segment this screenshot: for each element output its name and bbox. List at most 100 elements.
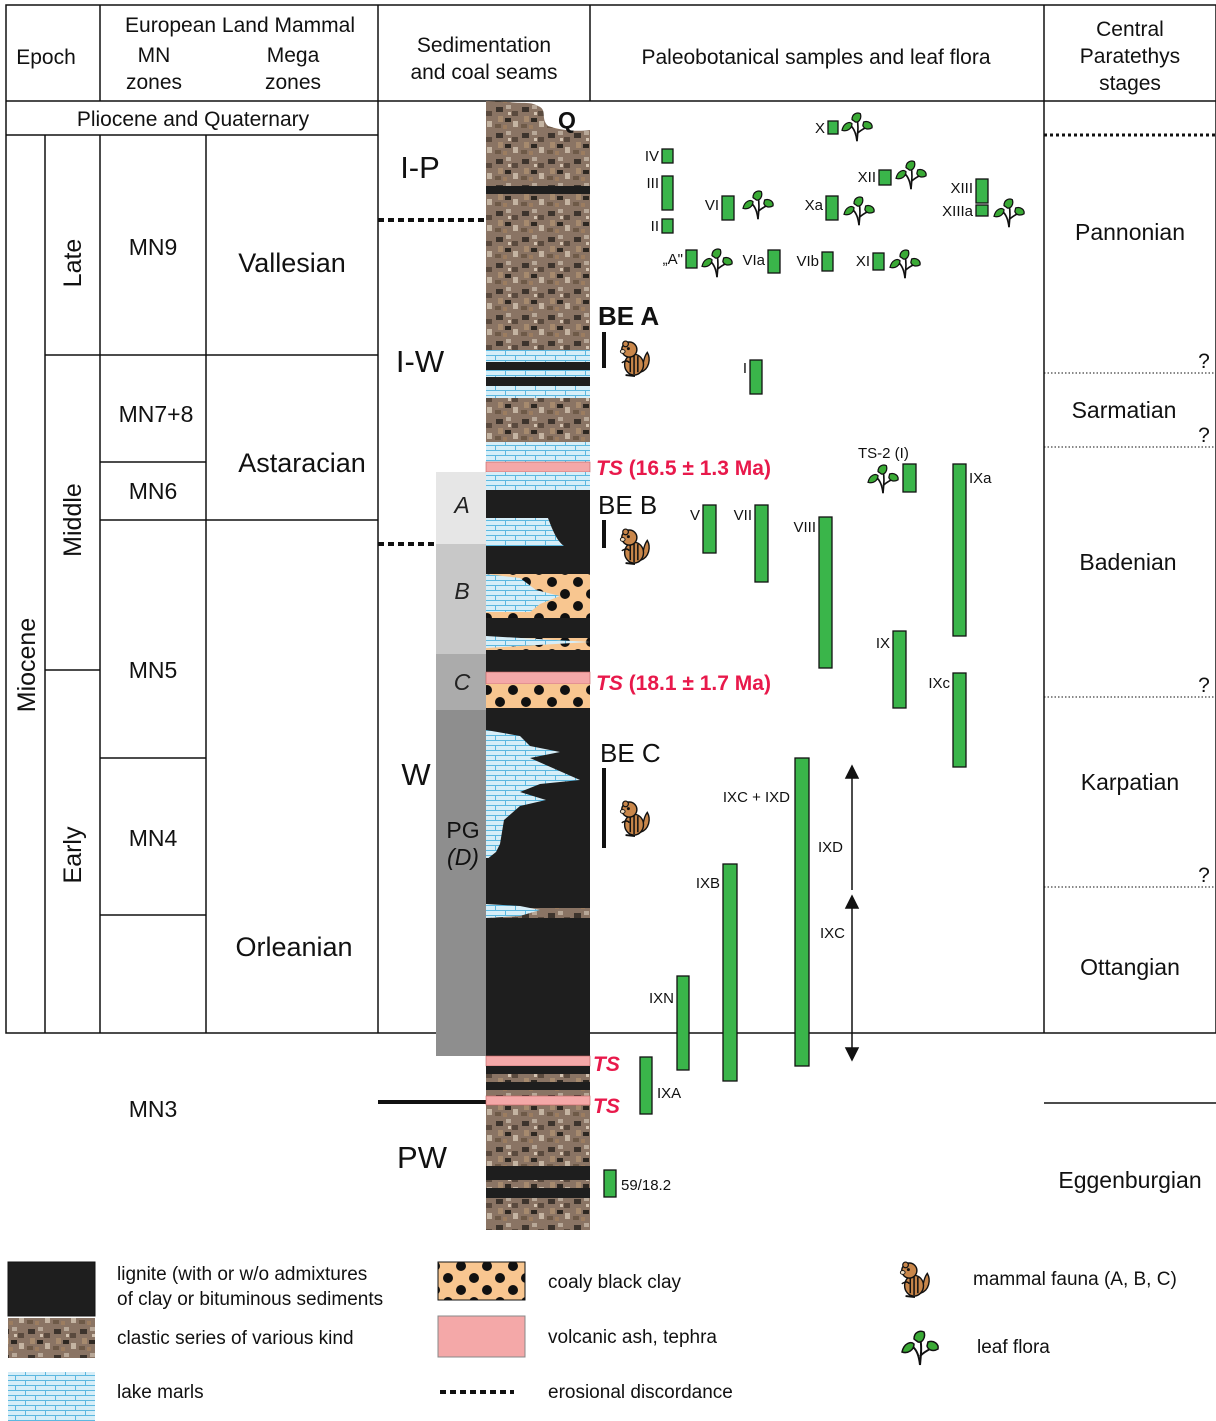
sample-label-v: V xyxy=(690,507,700,524)
legend-swatch-tephra xyxy=(437,1315,526,1358)
mn-zone-mn6: MN6 xyxy=(129,478,178,504)
coal-seam-b xyxy=(436,544,486,654)
marl-tongue xyxy=(486,904,540,918)
sample-label-via: VIa xyxy=(742,252,765,269)
sample-label-i: I xyxy=(743,360,747,377)
legend-leaf: leaf flora xyxy=(977,1337,1050,1358)
lignite-band xyxy=(486,618,590,638)
leaf-flora-icon xyxy=(895,160,927,190)
epoch-late: Late xyxy=(59,239,87,288)
tephra-label-lower-2: TS xyxy=(593,1095,620,1118)
sample-label-ixd: IXD xyxy=(818,839,843,856)
lignite-band xyxy=(486,1082,590,1090)
sed-unit-i-p: I-P xyxy=(400,150,440,185)
sample-bar-xi xyxy=(872,252,885,271)
sed-unit-w: W xyxy=(401,757,431,792)
sample-bar-v xyxy=(702,504,717,554)
marl-band xyxy=(486,472,590,490)
coal-seam-label-a: A xyxy=(452,492,469,518)
coaly-clay-layer xyxy=(486,684,590,708)
lignite-band xyxy=(486,362,590,370)
table-header: Epoch European Land Mammal MN zones Mega… xyxy=(16,14,1180,95)
sample-label-xa: Xa xyxy=(805,197,824,214)
arrow-up-icon xyxy=(844,894,860,909)
legend-swatch-coaly-clay xyxy=(437,1261,526,1301)
stage-uncertain-mark: ? xyxy=(1198,350,1210,373)
sample-bar-ixa xyxy=(952,463,967,637)
leaf-flora-icon xyxy=(742,190,774,220)
sample-bar-ixc-small xyxy=(952,672,967,768)
coal-seam-column xyxy=(436,472,486,1056)
mn-zone-mn7-8: MN7+8 xyxy=(119,401,194,427)
mammal-site-be-b: BE B xyxy=(598,490,657,520)
sample-label-xi: XI xyxy=(856,253,870,270)
header-mn-line1: MN xyxy=(138,44,171,67)
legend: lignite (with or w/o admixtures of clay … xyxy=(7,1261,1177,1421)
coal-seam-label-b: B xyxy=(454,578,469,604)
epoch-middle: Middle xyxy=(59,483,87,557)
pliocene-quaternary-label: Pliocene and Quaternary xyxy=(77,108,310,131)
header-cp-line1: Central xyxy=(1096,18,1164,41)
sample-label-ix: IX xyxy=(876,635,890,652)
header-land-mammal: European Land Mammal xyxy=(125,14,355,37)
coal-seam-label-d: (D) xyxy=(447,844,479,870)
sample-label-ixb: IXB xyxy=(696,875,720,892)
sample-label-ii: II xyxy=(651,218,659,235)
legend-tephra: volcanic ash, tephra xyxy=(548,1327,717,1348)
sample-bar-x xyxy=(827,120,839,135)
sample-bar-ixc-ixd xyxy=(794,757,810,1067)
sample-label-xiii: XIII xyxy=(950,180,973,197)
mn-zone-mn3: MN3 xyxy=(129,1096,178,1122)
legend-clastic: clastic series of various kind xyxy=(117,1328,354,1349)
lignite-band xyxy=(486,377,590,386)
legend-lignite-line2: of clay or bituminous sediments xyxy=(117,1289,383,1310)
sample-bar-xiiia xyxy=(975,204,989,217)
sample-bar-iii xyxy=(661,175,674,211)
coal-seam-label-c: C xyxy=(454,669,471,695)
sample-label-ixc: IXC xyxy=(820,925,845,942)
lignite-band xyxy=(486,186,590,194)
marl-band xyxy=(486,350,590,362)
tephra-layer-ts-2 xyxy=(485,671,591,685)
stage-uncertain-mark: ? xyxy=(1198,864,1210,887)
leaf-flora-icon xyxy=(841,112,873,142)
header-sed-line2: and coal seams xyxy=(410,61,557,84)
stage-eggenburgian: Eggenburgian xyxy=(1058,1167,1201,1193)
mammal-fauna-icon xyxy=(619,800,651,837)
sample-bar-a xyxy=(685,249,698,269)
sample-label-ixc-small: IXc xyxy=(928,675,950,692)
sample-bar-vib xyxy=(821,251,834,272)
lignite-band xyxy=(486,1166,590,1180)
sample-bar-via xyxy=(767,249,781,274)
legend-mammal: mammal fauna (A, B, C) xyxy=(973,1269,1177,1290)
legend-leaf-icon xyxy=(901,1330,940,1366)
sample-bars xyxy=(603,120,989,1198)
tephra-label-lower-1: TS xyxy=(593,1053,620,1076)
sample-bar-ixn xyxy=(676,975,690,1071)
sample-bar-ii xyxy=(661,218,674,234)
legend-coaly-clay: coaly black clay xyxy=(548,1272,682,1293)
header-epoch: Epoch xyxy=(16,46,76,69)
tephra-layer-ts-4 xyxy=(485,1095,591,1106)
header-mega-line1: Mega xyxy=(267,44,320,67)
mammal-fauna-icon xyxy=(619,528,651,565)
mn-zone-mn4: MN4 xyxy=(129,825,178,851)
legend-lignite-line1: lignite (with or w/o admixtures xyxy=(117,1264,367,1285)
stage-ottangian: Ottangian xyxy=(1080,954,1180,980)
sample-bar-vi xyxy=(721,195,735,221)
mega-zone-astaracian: Astaracian xyxy=(238,448,366,478)
sample-bar-59-18-2 xyxy=(603,1169,617,1198)
stage-uncertain-mark: ? xyxy=(1198,424,1210,447)
lignite-band xyxy=(486,1188,590,1198)
tephra-label-upper: TS (16.5 ± 1.3 Ma) xyxy=(596,457,771,480)
coal-seam-label-pg: PG xyxy=(446,817,479,843)
mammal-site-be-c: BE C xyxy=(600,738,661,768)
header-mn-line2: zones xyxy=(126,71,182,94)
legend-erosion: erosional discordance xyxy=(548,1382,733,1403)
header-paleo: Paleobotanical samples and leaf flora xyxy=(641,46,990,69)
mega-zone-orleanian: Orleanian xyxy=(235,932,352,962)
sample-bar-xa xyxy=(825,195,839,221)
sample-label-ixn: IXN xyxy=(649,990,674,1007)
sample-label-iv: IV xyxy=(645,148,659,165)
sample-bar-i xyxy=(749,359,763,395)
